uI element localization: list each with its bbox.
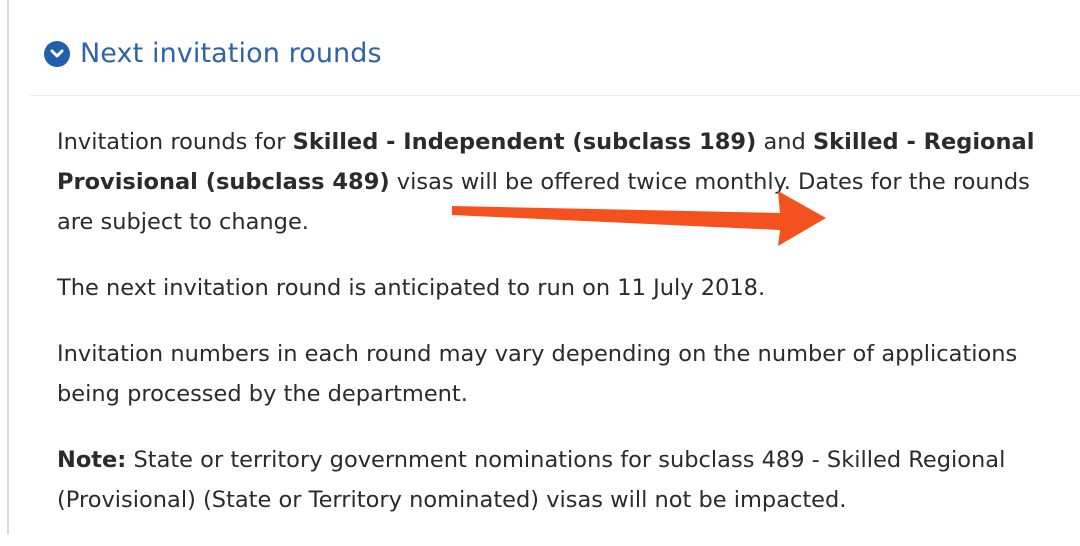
text: visas will be offered twice monthly. Dat… [57, 169, 1030, 235]
divider [30, 95, 1080, 96]
left-border [7, 0, 9, 534]
paragraph-next-round-date: The next invitation round is anticipated… [57, 275, 766, 301]
section-toggle-next-invitation-rounds[interactable]: Next invitation rounds [44, 38, 382, 69]
paragraph-invitation-rounds: Invitation rounds for Skilled - Independ… [57, 122, 1057, 242]
section-title: Next invitation rounds [80, 38, 382, 69]
visa-489: Skilled - Regional Provisional (subclass… [57, 129, 1035, 195]
note-text: State or territory government nomination… [57, 447, 1006, 513]
paragraph-invitation-numbers: Invitation numbers in each round may var… [57, 341, 1018, 407]
section-body: Invitation rounds for Skilled - Independ… [57, 122, 1057, 546]
text: Invitation rounds for [57, 129, 293, 155]
note-label: Note: [57, 447, 127, 473]
visa-189: Skilled - Independent (subclass 189) [292, 129, 757, 155]
paragraph-note: Note: State or territory government nomi… [57, 440, 1057, 520]
chevron-down-circle-icon [44, 40, 70, 67]
text: and [756, 129, 813, 155]
